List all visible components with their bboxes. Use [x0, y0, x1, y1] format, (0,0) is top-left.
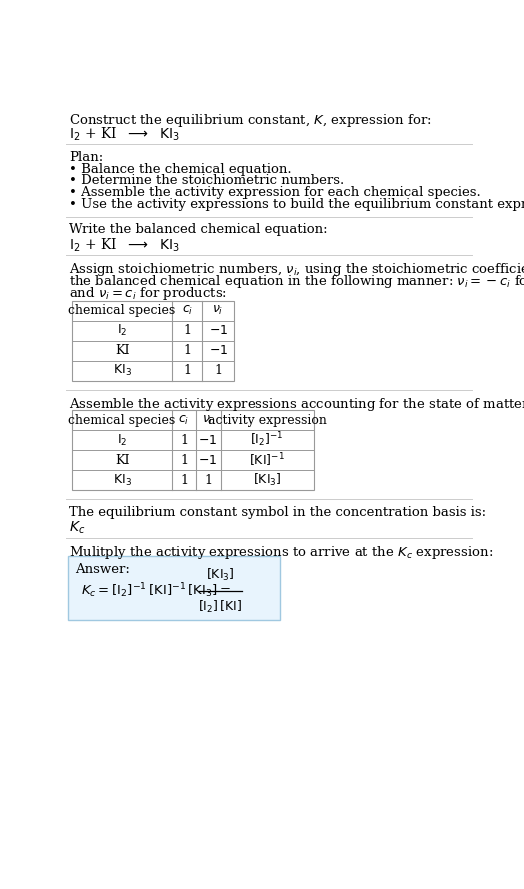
Text: $-1$: $-1$	[199, 453, 217, 467]
Text: • Use the activity expressions to build the equilibrium constant expression.: • Use the activity expressions to build …	[69, 197, 524, 211]
Text: chemical species: chemical species	[69, 413, 176, 427]
Text: 1: 1	[214, 364, 222, 377]
Text: Construct the equilibrium constant, $K$, expression for:: Construct the equilibrium constant, $K$,…	[69, 112, 432, 129]
Text: $\nu_i$: $\nu_i$	[202, 413, 214, 427]
Text: $[\mathrm{KI}]^{-1}$: $[\mathrm{KI}]^{-1}$	[249, 452, 285, 469]
Text: $[\mathrm{KI_3}]$: $[\mathrm{KI_3}]$	[206, 567, 235, 583]
Text: Plan:: Plan:	[69, 150, 104, 164]
Text: $c_i$: $c_i$	[181, 304, 193, 317]
Text: $-1$: $-1$	[209, 324, 228, 337]
Text: $[\mathrm{I_2}]^{-1}$: $[\mathrm{I_2}]^{-1}$	[250, 431, 284, 450]
Text: $\mathrm{I_2}$ + KI  $\longrightarrow$  $\mathrm{KI_3}$: $\mathrm{I_2}$ + KI $\longrightarrow$ $\…	[69, 126, 180, 143]
Text: 1: 1	[180, 474, 188, 486]
Text: Assign stoichiometric numbers, $\nu_i$, using the stoichiometric coefficients, $: Assign stoichiometric numbers, $\nu_i$, …	[69, 261, 524, 278]
Text: chemical species: chemical species	[69, 304, 176, 317]
Text: $[\mathrm{I_2}]\,[\mathrm{KI}]$: $[\mathrm{I_2}]\,[\mathrm{KI}]$	[199, 598, 243, 615]
Text: 1: 1	[180, 434, 188, 446]
Text: $\mathrm{I_2}$: $\mathrm{I_2}$	[117, 433, 127, 448]
Text: $K_c$: $K_c$	[69, 519, 86, 536]
Text: $\mathrm{KI_3}$: $\mathrm{KI_3}$	[113, 364, 132, 379]
Text: $\mathrm{I_2}$: $\mathrm{I_2}$	[117, 324, 127, 339]
Text: • Determine the stoichiometric numbers.: • Determine the stoichiometric numbers.	[69, 174, 345, 188]
Text: Answer:: Answer:	[75, 564, 130, 576]
Bar	[72, 300, 234, 380]
Bar	[72, 410, 313, 490]
Text: $[\mathrm{KI_3}]$: $[\mathrm{KI_3}]$	[253, 472, 281, 488]
Text: Assemble the activity expressions accounting for the state of matter and $\nu_i$: Assemble the activity expressions accoun…	[69, 396, 524, 413]
Text: 1: 1	[183, 364, 191, 377]
Text: $\mathrm{KI_3}$: $\mathrm{KI_3}$	[113, 473, 132, 488]
Text: $-1$: $-1$	[209, 344, 228, 357]
Text: $-1$: $-1$	[199, 434, 217, 446]
Text: the balanced chemical equation in the following manner: $\nu_i = -c_i$ for react: the balanced chemical equation in the fo…	[69, 273, 524, 290]
Text: KI: KI	[115, 344, 129, 357]
Text: The equilibrium constant symbol in the concentration basis is:: The equilibrium constant symbol in the c…	[69, 506, 486, 518]
Text: 1: 1	[183, 324, 191, 337]
Text: and $\nu_i = c_i$ for products:: and $\nu_i = c_i$ for products:	[69, 284, 227, 301]
Text: • Balance the chemical equation.: • Balance the chemical equation.	[69, 163, 292, 176]
Text: • Assemble the activity expression for each chemical species.: • Assemble the activity expression for e…	[69, 186, 481, 199]
Text: $c_i$: $c_i$	[179, 413, 190, 427]
Text: 1: 1	[180, 453, 188, 467]
Text: KI: KI	[115, 453, 129, 467]
FancyBboxPatch shape	[68, 557, 280, 620]
Text: activity expression: activity expression	[208, 413, 326, 427]
Text: $K_c = [\mathrm{I_2}]^{-1}\,[\mathrm{KI}]^{-1}\,[\mathrm{KI_3}] = $: $K_c = [\mathrm{I_2}]^{-1}\,[\mathrm{KI}…	[81, 581, 231, 600]
Text: Write the balanced chemical equation:: Write the balanced chemical equation:	[69, 223, 328, 236]
Text: Mulitply the activity expressions to arrive at the $K_c$ expression:: Mulitply the activity expressions to arr…	[69, 544, 494, 561]
Text: 1: 1	[204, 474, 212, 486]
Text: 1: 1	[183, 344, 191, 357]
Text: $\nu_i$: $\nu_i$	[213, 304, 224, 317]
Text: $\mathrm{I_2}$ + KI  $\longrightarrow$  $\mathrm{KI_3}$: $\mathrm{I_2}$ + KI $\longrightarrow$ $\…	[69, 236, 180, 254]
